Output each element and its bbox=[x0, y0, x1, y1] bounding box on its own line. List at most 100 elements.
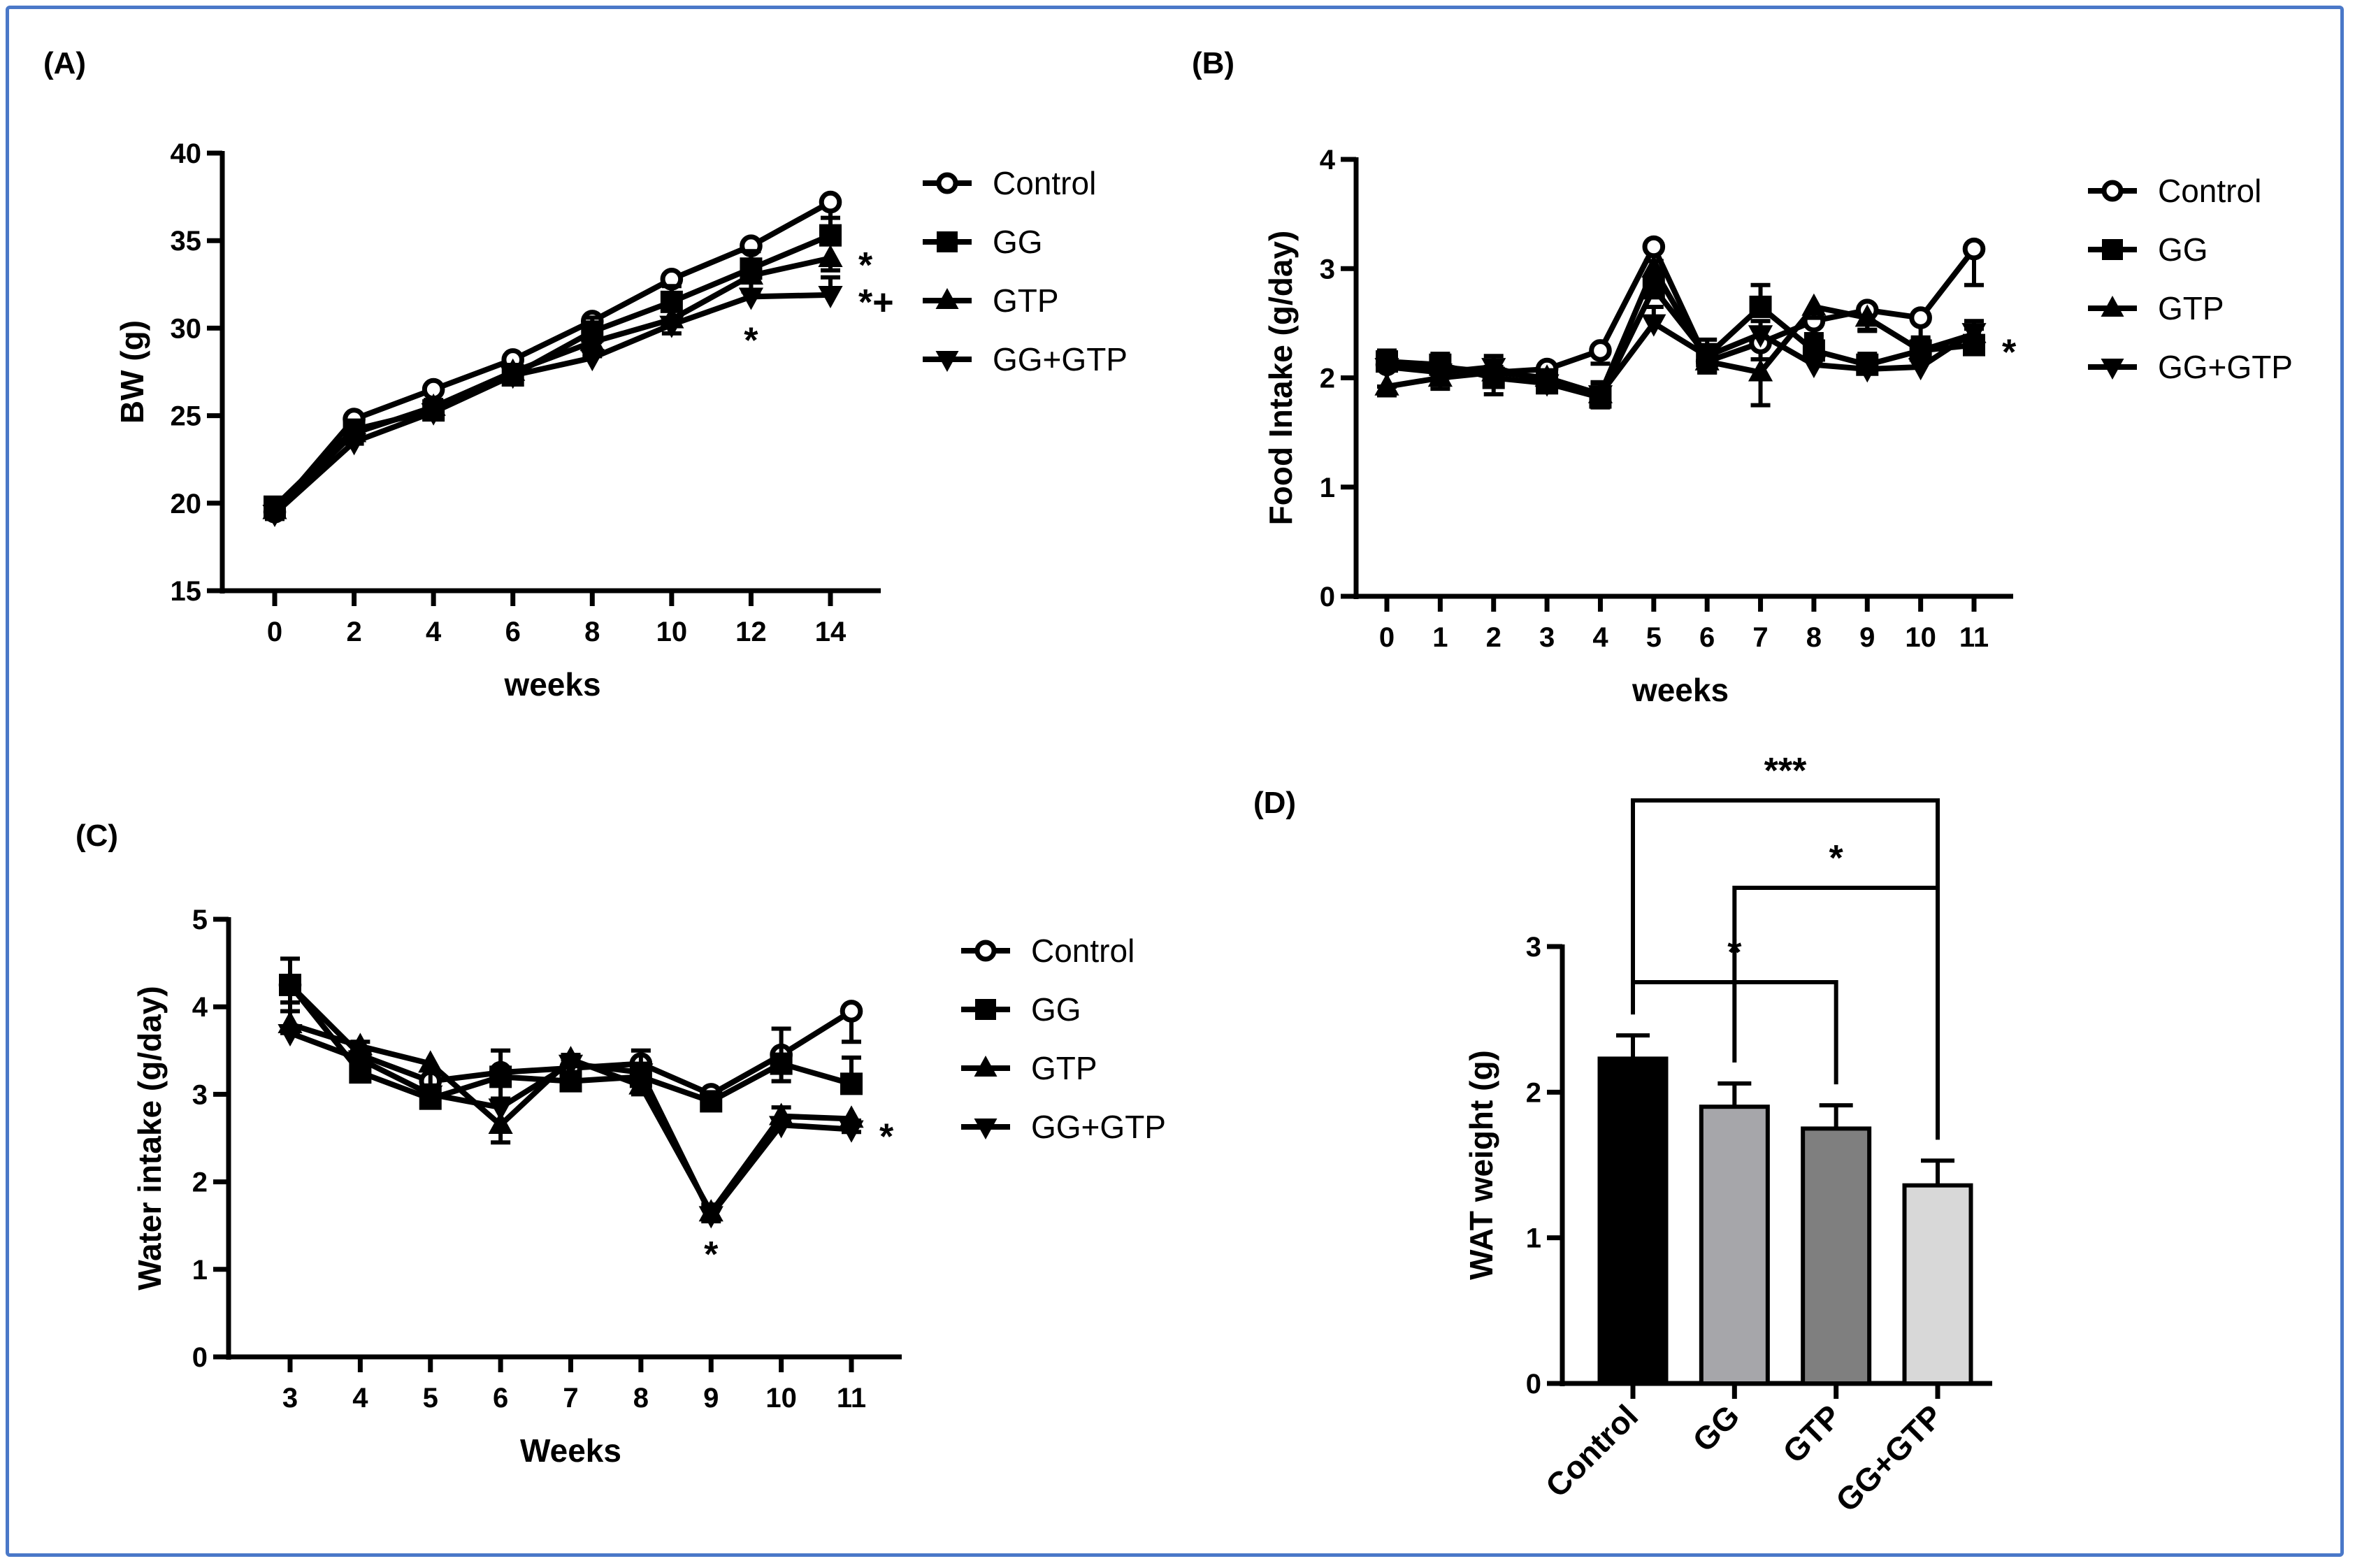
data-point bbox=[278, 1023, 303, 1046]
panel-d bbox=[1547, 798, 1992, 1399]
x-tick-label: 6 bbox=[493, 1383, 508, 1414]
x-tick-label: 10 bbox=[656, 617, 688, 647]
legend-label: GG bbox=[993, 224, 1043, 260]
legend-label: GTP bbox=[2158, 290, 2224, 326]
y-axis-label: Food Intake (g/day) bbox=[1262, 231, 1299, 526]
legend-marker bbox=[2101, 180, 2124, 202]
series-gg-gtp bbox=[262, 275, 843, 528]
panel-label: (A) bbox=[43, 46, 86, 80]
data-point bbox=[1427, 363, 1453, 386]
series-gtp bbox=[1374, 255, 1987, 410]
legend-marker bbox=[975, 999, 996, 1020]
data-point bbox=[769, 1116, 794, 1139]
y-tick-label: 4 bbox=[192, 992, 208, 1023]
significance-bracket bbox=[1631, 798, 1940, 1140]
data-point bbox=[738, 287, 764, 310]
x-tick-label: GG bbox=[1685, 1397, 1746, 1458]
y-axis-label: Water intake (g/day) bbox=[131, 986, 168, 1290]
legend-marker bbox=[936, 172, 958, 194]
x-tick-label: 9 bbox=[1859, 622, 1875, 653]
data-point bbox=[1748, 359, 1773, 382]
data-point bbox=[1962, 237, 1986, 261]
panel-label: (B) bbox=[1192, 46, 1234, 80]
x-axis-label: weeks bbox=[1632, 672, 1729, 708]
legend-marker bbox=[974, 1119, 998, 1139]
series-line bbox=[1386, 262, 1975, 398]
y-axis-label: WAT weight (g) bbox=[1463, 1050, 1499, 1280]
x-tick-label: 14 bbox=[815, 617, 847, 647]
data-point bbox=[558, 1054, 584, 1077]
data-point bbox=[698, 1206, 723, 1229]
x-tick-label: 3 bbox=[282, 1383, 298, 1414]
data-point bbox=[1909, 306, 1932, 329]
legend-marker bbox=[935, 288, 959, 309]
y-tick-label: 3 bbox=[1526, 932, 1541, 963]
y-tick-label: 35 bbox=[171, 226, 202, 257]
panel-b bbox=[1341, 157, 2137, 612]
x-tick-label: 7 bbox=[1752, 622, 1768, 653]
bar bbox=[1699, 1105, 1770, 1386]
y-tick-label: 3 bbox=[1320, 254, 1335, 285]
data-point bbox=[770, 1052, 793, 1075]
x-tick-label: 8 bbox=[633, 1383, 649, 1414]
data-point bbox=[1481, 358, 1506, 381]
data-point bbox=[700, 1090, 723, 1113]
data-point bbox=[1855, 360, 1880, 383]
data-point bbox=[347, 1050, 373, 1073]
data-point bbox=[418, 1085, 443, 1108]
y-tick-label: 1 bbox=[1320, 473, 1335, 503]
x-tick-label: 2 bbox=[1486, 622, 1501, 653]
x-tick-label: 4 bbox=[352, 1383, 368, 1414]
legend-label: GTP bbox=[1031, 1050, 1097, 1086]
x-tick-label: 10 bbox=[765, 1383, 797, 1414]
legend-label: GG+GTP bbox=[2158, 349, 2293, 385]
x-tick-label: 0 bbox=[1379, 622, 1395, 653]
data-point bbox=[1642, 235, 1666, 259]
data-point bbox=[1374, 373, 1399, 396]
y-tick-label: 25 bbox=[171, 401, 202, 432]
y-tick-label: 5 bbox=[192, 905, 208, 935]
y-tick-label: 0 bbox=[192, 1342, 208, 1373]
y-tick-label: 30 bbox=[171, 313, 202, 344]
data-point bbox=[840, 1000, 863, 1023]
data-point bbox=[1534, 374, 1560, 397]
data-point bbox=[488, 1098, 513, 1121]
legend-label: GG+GTP bbox=[1031, 1109, 1166, 1145]
significance-mark: * bbox=[704, 1235, 719, 1275]
x-tick-label: 4 bbox=[426, 617, 442, 647]
y-tick-label: 2 bbox=[1320, 364, 1335, 394]
y-tick-label: 2 bbox=[1526, 1077, 1541, 1108]
data-point bbox=[579, 329, 605, 352]
x-tick-label: 7 bbox=[563, 1383, 578, 1414]
data-point bbox=[1801, 355, 1827, 378]
x-tick-label: 6 bbox=[1699, 622, 1715, 653]
legend-label: Control bbox=[993, 165, 1096, 201]
panel-c bbox=[213, 916, 1010, 1372]
data-point bbox=[1961, 323, 1987, 346]
data-point bbox=[1587, 385, 1613, 408]
x-tick-label: 0 bbox=[267, 617, 282, 647]
legend-label: Control bbox=[1031, 933, 1135, 969]
x-tick-label: 12 bbox=[735, 617, 767, 647]
data-point bbox=[262, 505, 287, 528]
y-tick-label: 0 bbox=[1320, 582, 1335, 612]
x-tick-label: 4 bbox=[1592, 622, 1608, 653]
x-tick-label: Control bbox=[1539, 1397, 1645, 1504]
data-point bbox=[819, 190, 842, 214]
legend-label: GG bbox=[1031, 991, 1081, 1028]
y-tick-label: 15 bbox=[171, 576, 202, 607]
x-tick-label: 9 bbox=[703, 1383, 719, 1414]
data-point bbox=[421, 403, 446, 426]
series-line bbox=[1386, 319, 1976, 398]
data-point bbox=[1749, 295, 1772, 318]
significance-mark: * bbox=[1727, 933, 1742, 973]
data-point bbox=[1641, 255, 1666, 278]
y-tick-label: 1 bbox=[192, 1255, 208, 1286]
x-tick-label: 11 bbox=[1959, 622, 1989, 653]
data-point bbox=[500, 366, 526, 389]
bar bbox=[1902, 1183, 1973, 1386]
x-tick-label: 5 bbox=[1646, 622, 1662, 653]
y-tick-label: 4 bbox=[1320, 145, 1336, 175]
bar bbox=[1801, 1126, 1872, 1386]
